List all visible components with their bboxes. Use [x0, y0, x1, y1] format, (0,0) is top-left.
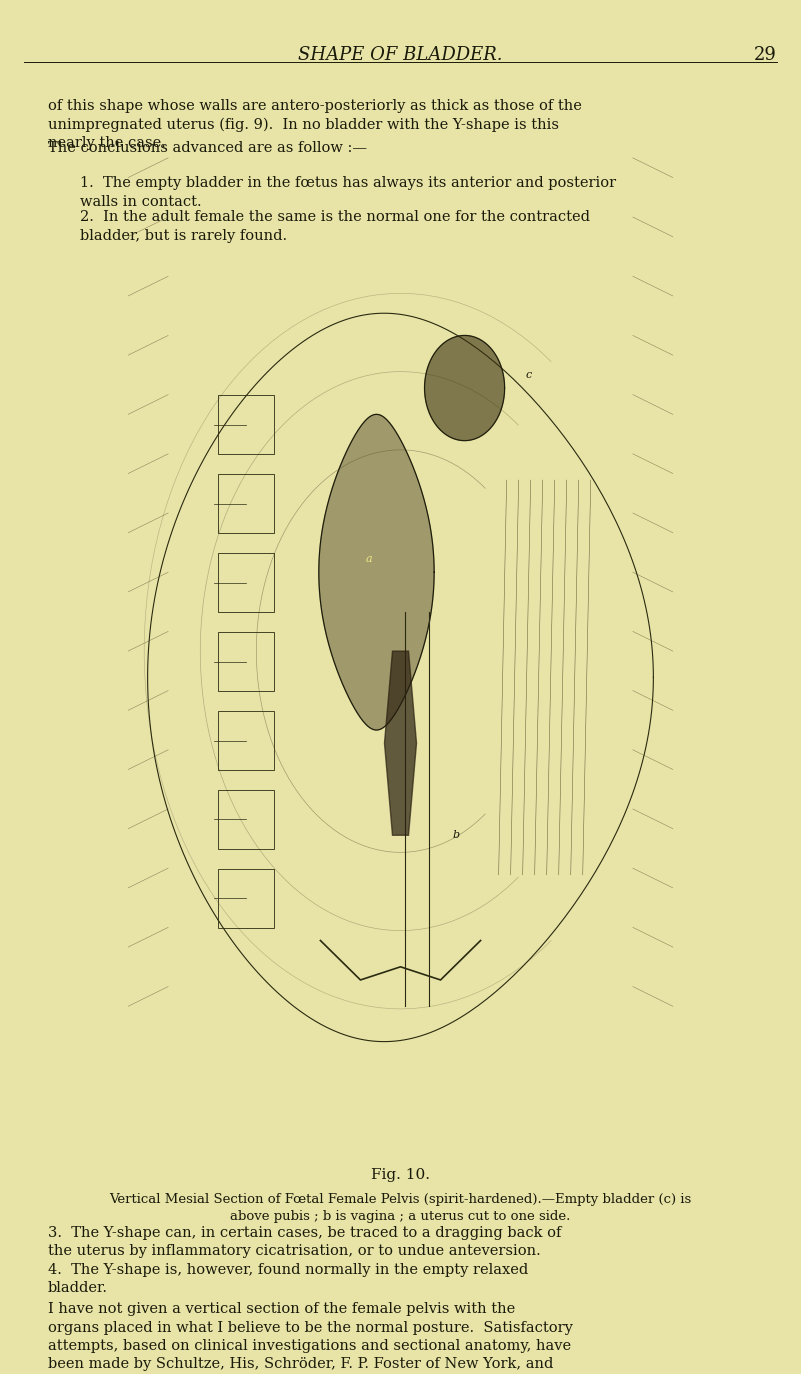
Text: 2.  In the adult female the same is the normal one for the contracted
bladder, b: 2. In the adult female the same is the n… [80, 210, 590, 243]
Text: 4.  The Y-shape is, however, found normally in the empty relaxed
bladder.: 4. The Y-shape is, however, found normal… [48, 1263, 529, 1296]
Bar [218, 554, 274, 613]
Bar [218, 632, 274, 691]
Bar [218, 396, 274, 455]
Text: The conclusions advanced are as follow :—: The conclusions advanced are as follow :… [48, 140, 367, 155]
Polygon shape [425, 335, 505, 441]
Text: 3.  The Y-shape can, in certain cases, be traced to a dragging back of
the uteru: 3. The Y-shape can, in certain cases, be… [48, 1226, 562, 1259]
Bar [218, 868, 274, 927]
Text: 29: 29 [754, 47, 777, 65]
Text: Fig. 10.: Fig. 10. [371, 1168, 430, 1182]
Bar [218, 790, 274, 849]
Bar [218, 710, 274, 771]
Bar [218, 474, 274, 533]
Text: c: c [525, 370, 532, 379]
Text: above pubis ; b is vagina ; a uterus cut to one side.: above pubis ; b is vagina ; a uterus cut… [231, 1210, 570, 1223]
Text: Vertical Mesial Section of Fœtal Female Pelvis (spirit-hardened).—Empty bladder : Vertical Mesial Section of Fœtal Female … [110, 1193, 691, 1206]
Polygon shape [384, 651, 417, 835]
Text: of this shape whose walls are antero-posteriorly as thick as those of the
unimpr: of this shape whose walls are antero-pos… [48, 99, 582, 150]
Bar [104, 269, 697, 1085]
Text: SHAPE OF BLADDER.: SHAPE OF BLADDER. [298, 47, 503, 65]
Text: I have not given a vertical section of the female pelvis with the
organs placed : I have not given a vertical section of t… [48, 1303, 573, 1371]
Text: b: b [453, 830, 460, 841]
Text: 1.  The empty bladder in the fœtus has always its anterior and posterior
walls i: 1. The empty bladder in the fœtus has al… [80, 176, 616, 209]
Polygon shape [319, 415, 434, 730]
Text: a: a [365, 554, 372, 565]
